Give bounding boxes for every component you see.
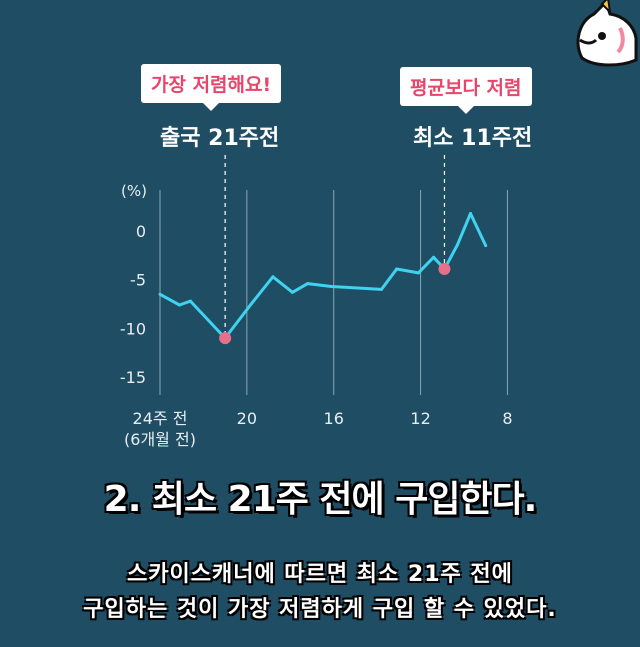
x-tick-label: 20 (237, 409, 257, 428)
y-tick-label: -15 (120, 368, 146, 387)
data-point (271, 275, 275, 279)
data-point (379, 287, 383, 291)
price-change-line (159, 212, 488, 340)
data-point (178, 303, 182, 307)
x-tick-label: 24주 전 (133, 409, 188, 428)
section-heading: 2. 최소 21주 전에 구입한다. (103, 478, 539, 521)
y-tick-label: 0 (136, 222, 146, 241)
data-point (469, 212, 473, 216)
y-axis-unit-label: (%) (121, 182, 147, 200)
highlight-point (438, 262, 451, 275)
data-point (290, 290, 294, 294)
data-point (416, 271, 420, 275)
data-point (306, 282, 310, 286)
minimum-11-weeks-label: 최소 11주전 (413, 126, 533, 151)
below-average-badge: 평균보다 저렴 (400, 67, 532, 114)
data-point (188, 299, 192, 303)
highlight-point (219, 332, 232, 345)
x-tick-label: 8 (502, 409, 512, 428)
data-point (249, 302, 253, 306)
data-point (432, 255, 436, 259)
y-tick-label: -10 (120, 319, 146, 338)
x-tick-label: 12 (410, 409, 430, 428)
unicorn-mascot-icon (576, 0, 638, 67)
data-point (395, 267, 399, 271)
data-point (330, 285, 334, 289)
x-tick-label: 16 (324, 409, 344, 428)
data-point (484, 244, 488, 248)
body-text-line-1: 스카이스캐너에 따르면 최소 21주 전에 (127, 562, 513, 587)
body-text-line-2: 구입하는 것이 가장 저렴하게 구입 할 수 있었다. (83, 597, 557, 622)
x-tick-label: (6개월 전) (124, 430, 196, 449)
data-point (158, 292, 162, 296)
departure-21-weeks-label: 출국 21주전 (160, 126, 280, 151)
data-point (455, 243, 459, 247)
cheapest-badge: 가장 저렴해요! (141, 64, 282, 111)
y-tick-label: -5 (130, 271, 146, 290)
